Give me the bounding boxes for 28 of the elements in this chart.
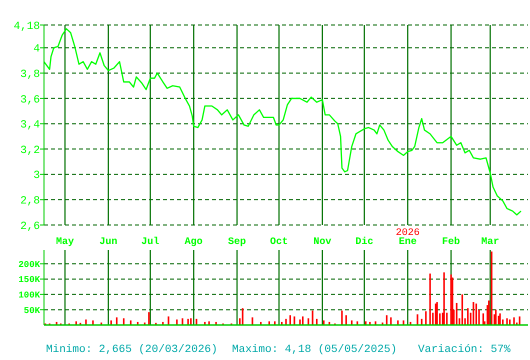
x-tick-label: Ene [398, 237, 417, 248]
x-tick-label: Jun [99, 237, 118, 248]
y-tick-label: 3,2 [20, 144, 40, 157]
y-tick-label: 200K [18, 260, 41, 270]
y-tick-label: 4,18 [14, 20, 40, 33]
y-tick-label: 150K [18, 275, 41, 286]
x-tick-label: Feb [442, 236, 460, 248]
y-tick-label: 100K [18, 290, 41, 301]
x-tick-label: Jul [141, 236, 160, 248]
x-tick-label: May [56, 237, 74, 248]
y-tick-label: 3,8 [20, 68, 40, 81]
x-tick-label: Ago [184, 237, 203, 248]
y-tick-label: 3,4 [20, 120, 40, 132]
y-tick-label: 2,8 [20, 196, 40, 208]
x-tick-label: Dic [355, 236, 374, 248]
x-tick-label: Sep [228, 237, 246, 248]
y-tick-label: 3 [33, 170, 40, 182]
y-tick-label: 50K [24, 306, 41, 316]
x-tick-label: Mar [481, 237, 500, 248]
line-series [43, 28, 522, 216]
text: Maximo: 4,18 (05/05/2025) [232, 344, 398, 356]
y-tick-label: 3,6 [20, 94, 40, 106]
text: Variación: 57% [418, 344, 511, 356]
x-tick-label: Nov [313, 237, 332, 248]
x-tick-label: Oct [270, 237, 288, 248]
y-tick-label: 2,6 [20, 220, 40, 233]
y-tick-label: 4 [33, 44, 40, 56]
text: Minimo: 2,665 (20/03/2026) [46, 344, 218, 356]
